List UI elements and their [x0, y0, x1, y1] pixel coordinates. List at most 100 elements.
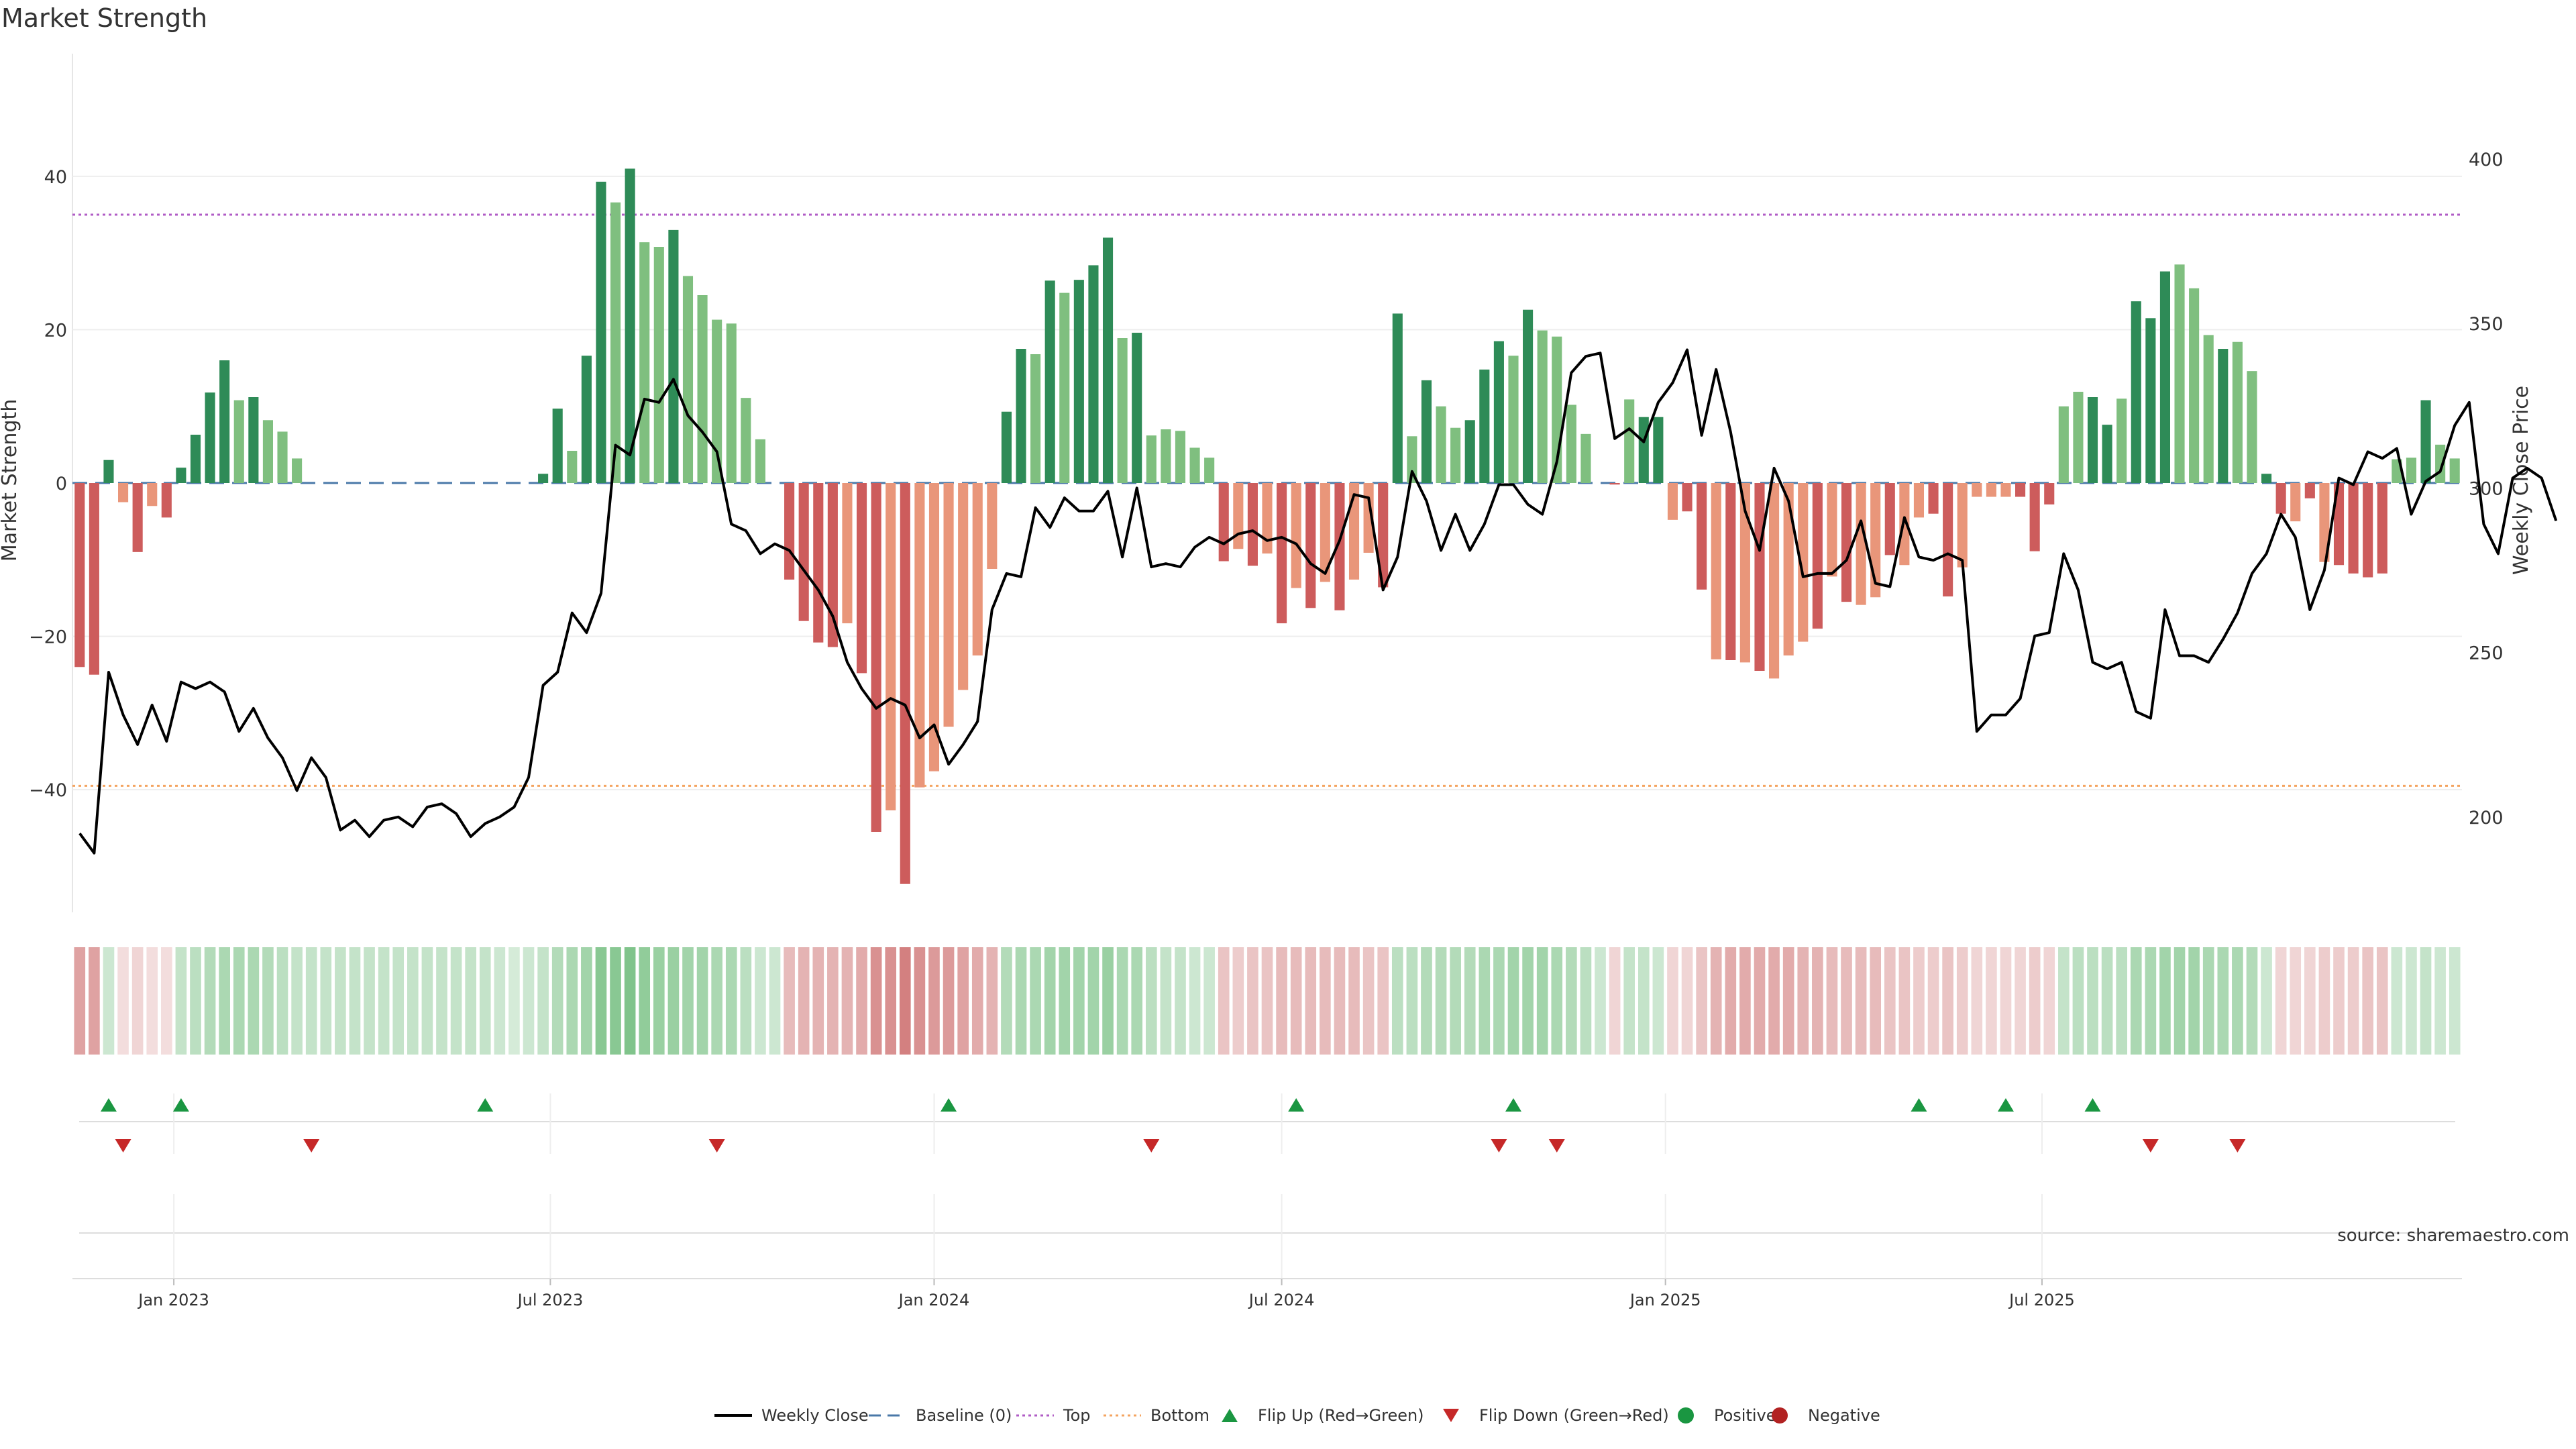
- heatmap-cell: [1464, 947, 1476, 1055]
- heatmap-cell: [1884, 947, 1896, 1055]
- heatmap-cell: [1638, 947, 1650, 1055]
- heatmap-cell: [89, 947, 100, 1055]
- legend-swatch-positive: [1678, 1407, 1694, 1424]
- strength-bar: [1247, 483, 1258, 566]
- heatmap-cell: [421, 947, 433, 1055]
- strength-bar: [1189, 447, 1200, 483]
- flip-down-marker: [115, 1139, 131, 1152]
- heatmap-cell: [551, 947, 564, 1055]
- strength-bar: [2261, 474, 2272, 483]
- strength-bar: [1407, 436, 1417, 483]
- heatmap-cell: [1131, 947, 1143, 1055]
- heatmap-cell: [2362, 947, 2373, 1055]
- strength-bar: [1725, 483, 1736, 660]
- heatmap-cell: [1942, 947, 1953, 1055]
- strength-bar: [2218, 349, 2229, 483]
- heatmap-cell: [378, 947, 390, 1055]
- strength-bar: [1334, 483, 1345, 610]
- heatmap-cell: [798, 947, 810, 1055]
- strength-bar: [1464, 420, 1475, 483]
- strength-bar: [1030, 354, 1041, 483]
- heatmap-cell: [2029, 947, 2041, 1055]
- heatmap-cell: [1826, 947, 1838, 1055]
- heatmap-cell: [2159, 947, 2171, 1055]
- heatmap-cell: [2391, 947, 2403, 1055]
- heatmap-cell: [971, 947, 983, 1055]
- heatmap-cell: [494, 947, 506, 1055]
- heatmap-cell: [1102, 947, 1114, 1055]
- strength-bar: [1667, 483, 1678, 520]
- strength-bar: [1884, 483, 1895, 555]
- heatmap-cell: [204, 947, 216, 1055]
- strength-bar: [1450, 427, 1461, 483]
- heatmap-cell: [2015, 947, 2026, 1055]
- heatmap-cell: [523, 947, 535, 1055]
- x-tick-label: Jul 2023: [517, 1291, 584, 1309]
- strength-bar: [1580, 433, 1591, 483]
- heatmap-cell: [1145, 947, 1157, 1055]
- strength-bar: [567, 451, 578, 483]
- strength-bar: [1943, 483, 1953, 597]
- heatmap-cell: [450, 947, 462, 1055]
- heatmap-cell: [1015, 947, 1027, 1055]
- heatmap-cell: [1536, 947, 1548, 1055]
- strength-bar: [1754, 483, 1765, 671]
- legend-label: Bottom: [1150, 1406, 1210, 1425]
- strength-bar: [1291, 483, 1301, 588]
- heatmap-cell: [175, 947, 187, 1055]
- heatmap-cell: [812, 947, 824, 1055]
- heatmap-cell: [291, 947, 303, 1055]
- flip-down-marker: [2142, 1139, 2159, 1152]
- flip-up-marker: [941, 1098, 957, 1112]
- heatmap-cell: [436, 947, 447, 1055]
- heatmap-cell: [667, 947, 680, 1055]
- legend-swatch-flip-up: [1222, 1409, 1238, 1422]
- strength-bar: [1059, 292, 1070, 483]
- heatmap-cell: [2072, 947, 2084, 1055]
- flip-up-marker: [1505, 1098, 1521, 1112]
- heatmap-cell: [1203, 947, 1215, 1055]
- strength-bar: [1827, 483, 1837, 577]
- strength-bar: [813, 483, 824, 643]
- heatmap-cell: [1782, 947, 1794, 1055]
- heatmap-cell: [248, 947, 260, 1055]
- strength-bar: [2420, 400, 2431, 483]
- heatmap-cell: [2275, 947, 2287, 1055]
- x-tick-label: Jan 2024: [898, 1291, 970, 1309]
- strength-bar: [2247, 371, 2257, 483]
- strength-bar: [2044, 483, 2055, 504]
- strength-bar: [625, 168, 635, 483]
- strength-bar: [538, 474, 549, 483]
- flip-down-marker: [1143, 1139, 1160, 1152]
- legend-swatch-negative: [1772, 1407, 1788, 1424]
- strength-bar: [741, 398, 751, 483]
- heatmap-cell: [1334, 947, 1346, 1055]
- strength-bar: [1972, 483, 1982, 497]
- heatmap-cell: [1232, 947, 1244, 1055]
- right-tick-label: 400: [2469, 150, 2504, 170]
- heatmap-cell: [2217, 947, 2229, 1055]
- strength-bar: [1132, 333, 1142, 483]
- strength-bar: [1508, 356, 1519, 483]
- heatmap-cell: [1725, 947, 1737, 1055]
- strength-bar: [1841, 483, 1852, 602]
- strength-bar: [1016, 349, 1026, 483]
- strength-bar: [1073, 280, 1084, 483]
- strength-bar: [1653, 417, 1664, 483]
- left-tick-label: 20: [44, 320, 67, 341]
- heatmap-cell: [1290, 947, 1302, 1055]
- heatmap-cell: [103, 947, 115, 1055]
- strength-bar: [856, 483, 867, 674]
- flip-down-marker: [2229, 1139, 2246, 1152]
- heatmap-cell: [2188, 947, 2200, 1055]
- heatmap-cell: [841, 947, 853, 1055]
- heatmap-cell: [1189, 947, 1201, 1055]
- heatmap-cell: [1507, 947, 1519, 1055]
- heatmap-cell: [1956, 947, 1968, 1055]
- strength-bar: [900, 483, 910, 884]
- strength-bar: [581, 356, 592, 483]
- heatmap-cell: [1276, 947, 1287, 1055]
- strength-bar: [2189, 288, 2200, 483]
- heatmap-cell: [943, 947, 955, 1055]
